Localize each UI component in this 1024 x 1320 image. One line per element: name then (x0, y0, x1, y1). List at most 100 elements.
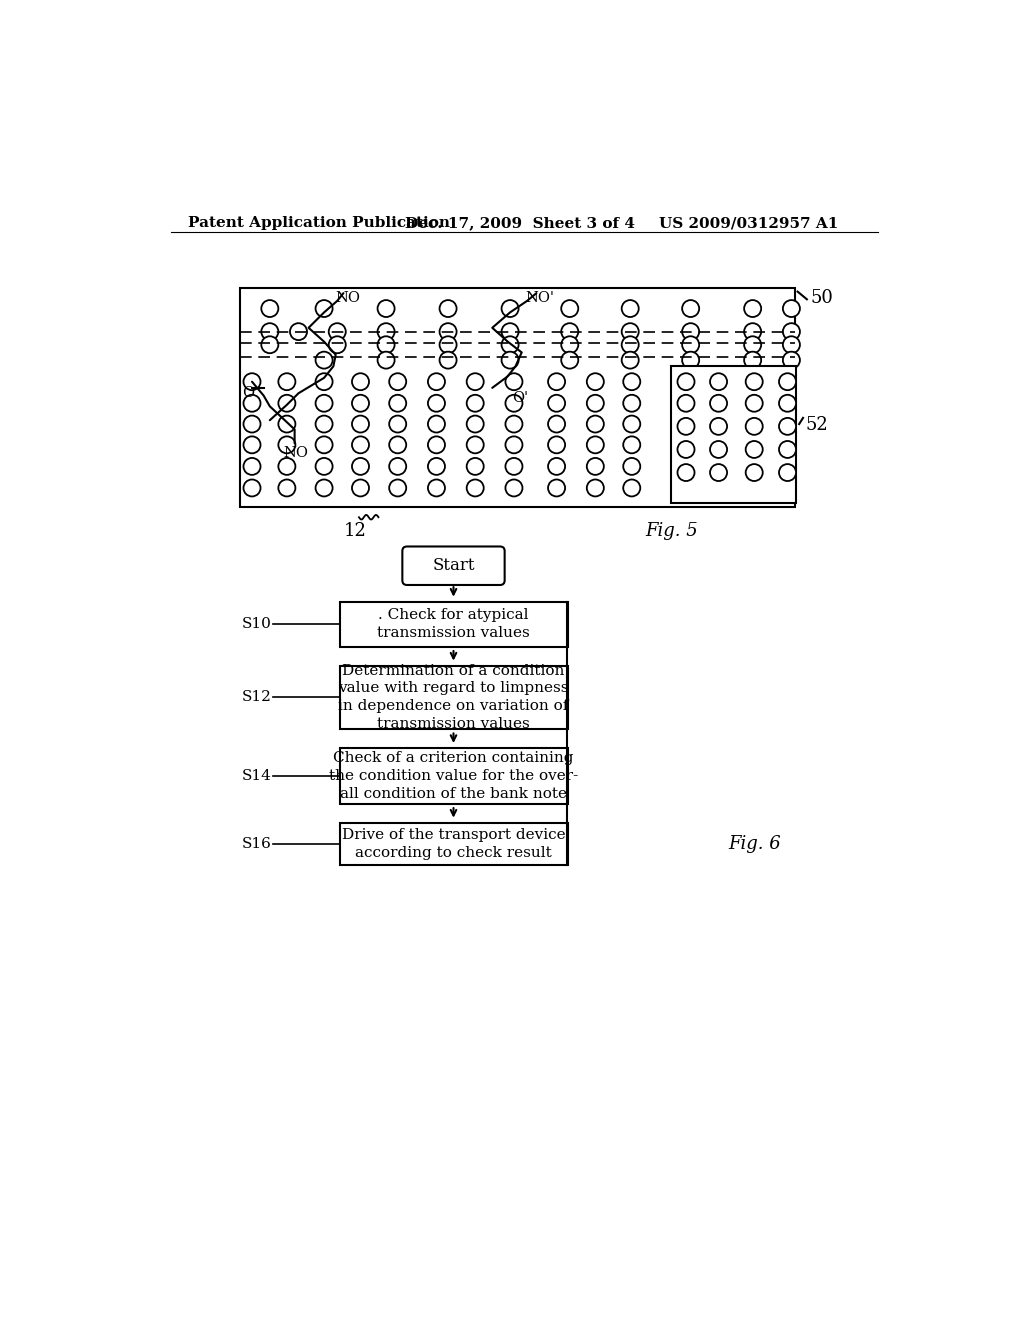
Bar (340, 602, 568, 647)
Circle shape (439, 300, 457, 317)
Circle shape (682, 323, 699, 341)
Circle shape (279, 437, 295, 453)
Circle shape (587, 479, 604, 496)
Circle shape (678, 418, 694, 434)
Circle shape (506, 458, 522, 475)
Circle shape (548, 458, 565, 475)
Circle shape (783, 351, 800, 368)
Circle shape (744, 300, 761, 317)
Circle shape (279, 479, 295, 496)
Text: S10: S10 (242, 618, 271, 631)
Circle shape (587, 374, 604, 391)
Circle shape (428, 395, 445, 412)
Circle shape (561, 300, 579, 317)
Circle shape (378, 323, 394, 341)
Text: S16: S16 (242, 837, 271, 850)
Circle shape (745, 441, 763, 458)
Circle shape (439, 323, 457, 341)
Circle shape (502, 337, 518, 354)
Circle shape (682, 351, 699, 368)
Text: Determination of a condition
value with regard to limpness
in dependence on vari: Determination of a condition value with … (338, 664, 568, 731)
Circle shape (548, 437, 565, 453)
FancyBboxPatch shape (402, 546, 505, 585)
Circle shape (378, 300, 394, 317)
Bar (340, 748, 568, 804)
Circle shape (389, 437, 407, 453)
Circle shape (261, 323, 279, 341)
Circle shape (678, 395, 694, 412)
Circle shape (389, 479, 407, 496)
Circle shape (261, 300, 279, 317)
Text: Check of a criterion containing
the condition value for the over-
all condition : Check of a criterion containing the cond… (329, 751, 579, 801)
Circle shape (561, 337, 579, 354)
Circle shape (587, 458, 604, 475)
Circle shape (624, 479, 640, 496)
Text: Patent Application Publication: Patent Application Publication (188, 216, 451, 230)
Circle shape (779, 374, 796, 391)
Circle shape (428, 437, 445, 453)
Bar (340, 665, 568, 729)
Circle shape (467, 395, 483, 412)
Circle shape (745, 395, 763, 412)
Circle shape (624, 374, 640, 391)
Circle shape (506, 395, 522, 412)
Text: NO: NO (283, 446, 308, 461)
Circle shape (315, 458, 333, 475)
Text: NO: NO (336, 290, 360, 305)
Circle shape (682, 300, 699, 317)
Bar (241, 288, 795, 507)
Text: 12: 12 (343, 521, 367, 540)
Circle shape (710, 374, 727, 391)
Circle shape (389, 458, 407, 475)
Circle shape (389, 416, 407, 433)
Circle shape (244, 416, 260, 433)
Circle shape (467, 479, 483, 496)
Circle shape (678, 441, 694, 458)
Circle shape (710, 441, 727, 458)
Text: 50: 50 (810, 289, 833, 308)
Circle shape (439, 337, 457, 354)
Circle shape (502, 351, 518, 368)
Circle shape (389, 374, 407, 391)
Circle shape (624, 458, 640, 475)
Circle shape (561, 351, 579, 368)
Circle shape (783, 300, 800, 317)
Circle shape (428, 416, 445, 433)
Text: O': O' (512, 391, 528, 405)
Circle shape (548, 395, 565, 412)
Circle shape (745, 465, 763, 480)
Circle shape (779, 395, 796, 412)
Circle shape (279, 458, 295, 475)
Circle shape (587, 395, 604, 412)
Circle shape (315, 416, 333, 433)
Circle shape (352, 416, 369, 433)
Circle shape (678, 465, 694, 480)
Circle shape (244, 479, 260, 496)
Bar (671, 367, 796, 503)
Circle shape (290, 323, 307, 341)
Circle shape (506, 416, 522, 433)
Circle shape (428, 479, 445, 496)
Circle shape (244, 374, 260, 391)
Circle shape (279, 374, 295, 391)
Circle shape (745, 418, 763, 434)
Text: . Check for atypical
transmission values: . Check for atypical transmission values (377, 609, 529, 640)
Circle shape (352, 458, 369, 475)
Circle shape (622, 337, 639, 354)
Circle shape (315, 479, 333, 496)
Circle shape (439, 351, 457, 368)
Circle shape (315, 374, 333, 391)
Text: O: O (242, 385, 254, 400)
Circle shape (467, 458, 483, 475)
Circle shape (624, 395, 640, 412)
Circle shape (783, 323, 800, 341)
Circle shape (428, 458, 445, 475)
Circle shape (587, 416, 604, 433)
Circle shape (279, 416, 295, 433)
Circle shape (467, 437, 483, 453)
Circle shape (502, 300, 518, 317)
Circle shape (548, 479, 565, 496)
Circle shape (389, 395, 407, 412)
Text: Dec. 17, 2009  Sheet 3 of 4: Dec. 17, 2009 Sheet 3 of 4 (406, 216, 636, 230)
Circle shape (710, 465, 727, 480)
